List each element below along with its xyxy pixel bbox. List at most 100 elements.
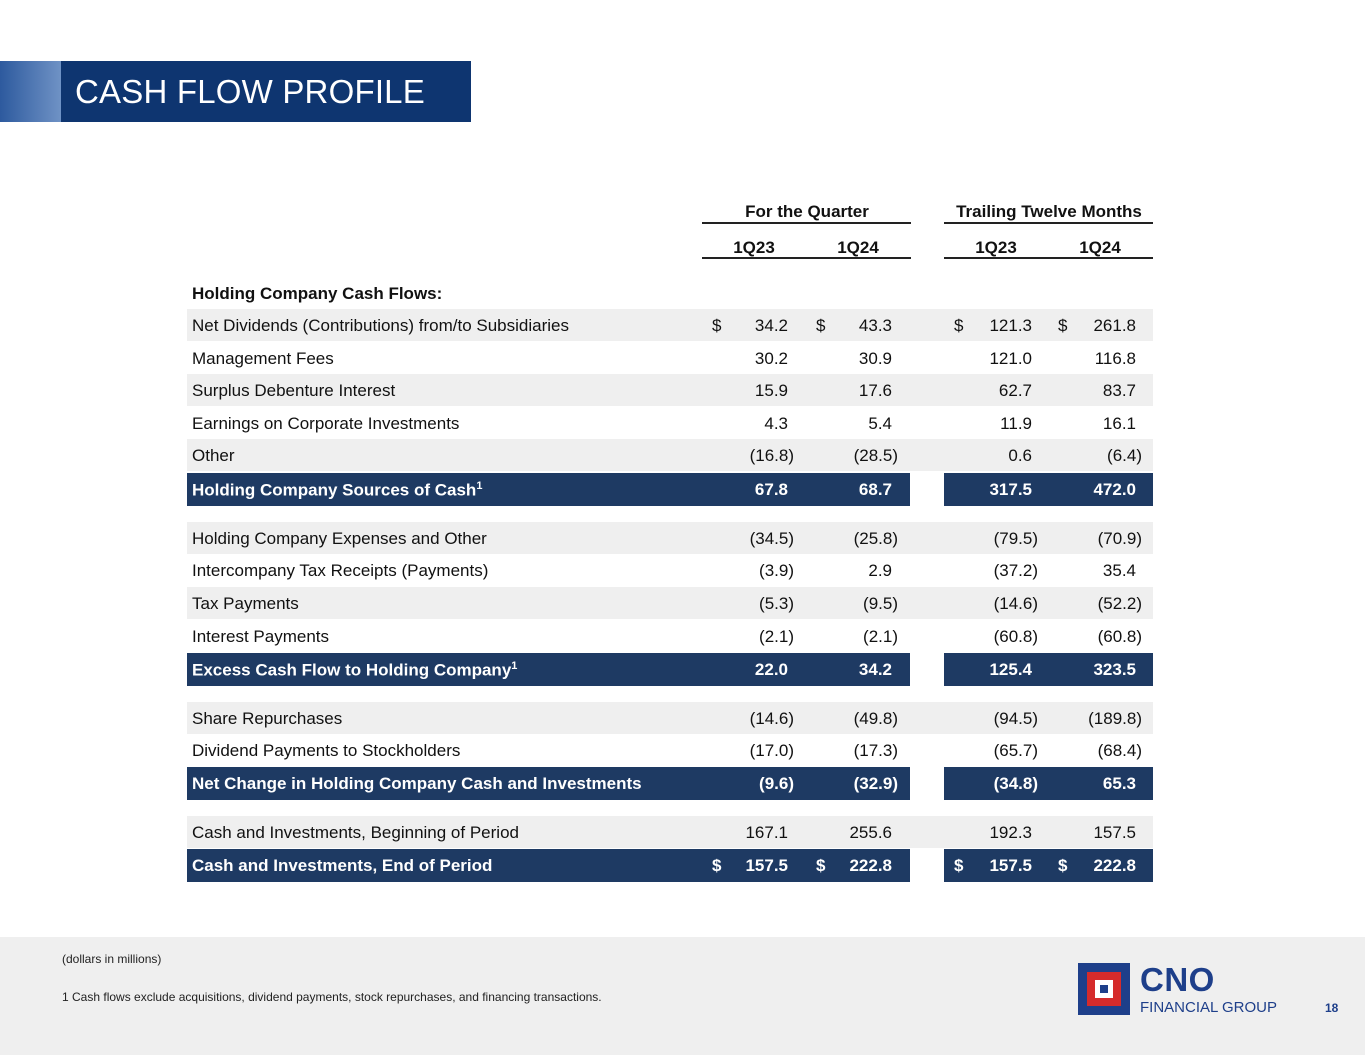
value-cell: (17.3) [853, 741, 898, 760]
col-header: 1Q23 [733, 238, 775, 257]
section-heading: Holding Company Cash Flows: [192, 284, 443, 303]
dollar-sign: $ [954, 856, 964, 875]
col-header: 1Q24 [1079, 238, 1121, 257]
row-label: Dividend Payments to Stockholders [192, 741, 461, 760]
row-label: Net Dividends (Contributions) from/to Su… [192, 316, 569, 335]
value-cell: 157.5 [989, 856, 1032, 875]
table-row: Tax Payments (5.3) (9.5) (14.6) (52.2) [187, 587, 1153, 619]
value-cell: (16.8) [749, 446, 794, 465]
value-cell: 222.8 [849, 856, 892, 875]
dollar-sign: $ [816, 856, 826, 875]
header-underline [944, 222, 1153, 224]
value-cell: 67.8 [754, 480, 788, 499]
total-row: Net Change in Holding Company Cash and I… [187, 767, 1153, 800]
cno-logo-icon [1078, 963, 1130, 1015]
table-row: Intercompany Tax Receipts (Payments) (3.9… [187, 554, 1153, 586]
value-cell: 121.3 [989, 316, 1032, 335]
col-header: 1Q23 [975, 238, 1017, 257]
table-row: Surplus Debenture Interest 15.9 17.6 62.7 83… [187, 374, 1153, 406]
row-label: Excess Cash Flow to Holding Company1 [192, 660, 518, 680]
value-cell: (14.6) [749, 709, 794, 728]
value-cell: 121.0 [989, 349, 1032, 368]
value-cell: 17.6 [858, 381, 892, 400]
value-cell: 472.0 [1093, 480, 1136, 499]
value-cell: 22.0 [754, 660, 788, 679]
value-cell: (2.1) [863, 627, 898, 646]
row-label: Net Change in Holding Company Cash and I… [192, 774, 642, 793]
total-row: Holding Company Sources of Cash1 67.8 68.7… [187, 473, 1153, 506]
row-label: Cash and Investments, Beginning of Perio… [192, 823, 519, 842]
value-cell: (65.7) [993, 741, 1038, 760]
value-cell: 43.3 [858, 316, 892, 335]
value-cell: (60.8) [1097, 627, 1142, 646]
units-note: (dollars in millions) [62, 952, 162, 966]
table-row: Other (16.8) (28.5) 0.6 (6.4) [187, 439, 1153, 471]
footnote-marker: 1 [476, 480, 483, 492]
value-cell: (3.9) [759, 561, 794, 580]
dollar-sign: $ [1058, 316, 1068, 335]
title-bar: CASH FLOW PROFILE [61, 61, 471, 122]
value-cell: 2.9 [868, 561, 892, 580]
value-cell: 83.7 [1102, 381, 1136, 400]
column-gap [910, 473, 944, 506]
column-gap [910, 767, 944, 800]
value-cell: (189.8) [1088, 709, 1142, 728]
page-number: 18 [1325, 1001, 1339, 1015]
row-label: Holding Company Expenses and Other [192, 529, 487, 548]
value-cell: 4.3 [764, 414, 788, 433]
value-cell: (52.2) [1097, 594, 1142, 613]
col-header: 1Q24 [837, 238, 879, 257]
footnote-marker: 1 [511, 660, 518, 672]
value-cell: 68.7 [858, 480, 892, 499]
table-row: Interest Payments (2.1) (2.1) (60.8) (60.8) [187, 620, 1153, 652]
value-cell: 11.9 [1000, 414, 1032, 433]
page-title: CASH FLOW PROFILE [75, 73, 425, 110]
table-row: Share Repurchases (14.6) (49.8) (94.5) (189.… [187, 702, 1153, 734]
table-row: Cash and Investments, Beginning of Perio… [187, 816, 1153, 848]
value-cell: (32.9) [853, 774, 898, 793]
value-cell: 192.3 [989, 823, 1032, 842]
value-cell: (60.8) [993, 627, 1038, 646]
table-row: Dividend Payments to Stockholders (17.0) (… [187, 734, 1153, 766]
row-label: Other [192, 446, 235, 465]
value-cell: (2.1) [759, 627, 794, 646]
row-label: Intercompany Tax Receipts (Payments) [192, 561, 489, 580]
value-cell: 15.9 [754, 381, 788, 400]
value-cell: (6.4) [1107, 446, 1142, 465]
value-cell: 65.3 [1102, 774, 1136, 793]
value-cell: (68.4) [1097, 741, 1142, 760]
footnote-1: 1 Cash flows exclude acquisitions, divid… [62, 990, 602, 1004]
value-cell: 5.4 [868, 414, 892, 433]
value-cell: (25.8) [853, 529, 898, 548]
value-cell: (9.5) [863, 594, 898, 613]
row-label: Cash and Investments, End of Period [192, 856, 493, 875]
value-cell: 35.4 [1102, 561, 1136, 580]
header-for-the-quarter: For the Quarter [745, 202, 869, 221]
value-cell: (49.8) [853, 709, 898, 728]
column-gap [910, 653, 944, 686]
dollar-sign: $ [954, 316, 964, 335]
table-row: Earnings on Corporate Investments 4.3 5.4 1… [187, 407, 1153, 439]
value-cell: (17.0) [749, 741, 794, 760]
footer: (dollars in millions) 1 Cash flows exclu… [0, 937, 1365, 1055]
value-cell: 34.2 [858, 660, 892, 679]
table-row: Net Dividends (Contributions) from/to Su… [187, 309, 1153, 341]
value-cell: (14.6) [993, 594, 1038, 613]
value-cell: (28.5) [853, 446, 898, 465]
row-label: Earnings on Corporate Investments [192, 414, 460, 433]
table-row: Holding Company Expenses and Other (34.5)… [187, 522, 1153, 554]
value-cell: (34.8) [993, 774, 1038, 793]
value-cell: 222.8 [1093, 856, 1136, 875]
row-label: Share Repurchases [192, 709, 343, 728]
logo-name: CNO [1140, 961, 1215, 998]
value-cell: 62.7 [998, 381, 1032, 400]
value-cell: 317.5 [989, 480, 1032, 499]
header-underline [944, 257, 1153, 259]
table-row: Management Fees 30.2 30.9 121.0 116.8 [187, 342, 1153, 374]
logo-subtitle: FINANCIAL GROUP [1140, 999, 1277, 1016]
header-underline [702, 257, 911, 259]
value-cell: (37.2) [993, 561, 1038, 580]
dollar-sign: $ [712, 856, 722, 875]
value-cell: 30.9 [858, 349, 892, 368]
value-cell: 255.6 [849, 823, 892, 842]
